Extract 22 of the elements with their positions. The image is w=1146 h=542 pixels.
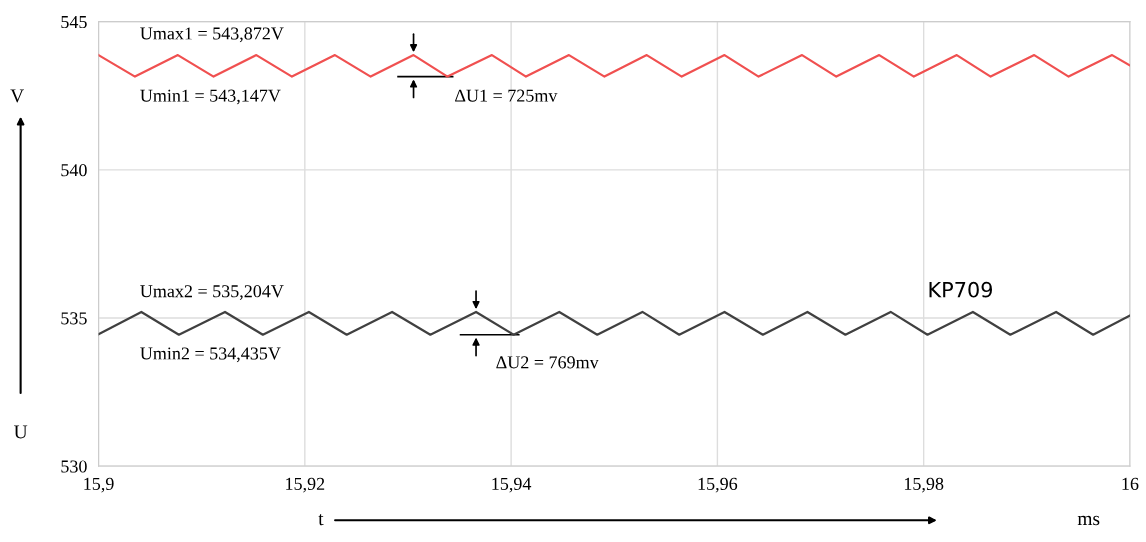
text: V xyxy=(10,89,24,103)
annotation: ΔU2 = 769mv xyxy=(496,356,599,369)
annotation: Umax1 = 543,872V xyxy=(140,27,284,43)
x-tick-label: 15,98 xyxy=(904,477,944,493)
line-series xyxy=(98,310,1130,336)
annotation: Umin1 = 543,147V xyxy=(140,89,281,105)
x-tick-label: 15,96 xyxy=(698,477,738,493)
x-tick-label: 16 xyxy=(1122,477,1139,490)
y-tick-label: 545 xyxy=(61,16,87,29)
annotation: Umin2 = 534,435V xyxy=(140,347,281,363)
x-tick-label: 15,92 xyxy=(286,477,325,493)
y-tick-label: 535 xyxy=(61,312,87,325)
x-tick-label: 15,9 xyxy=(84,477,114,493)
y-tick-label: 530 xyxy=(61,460,87,473)
y-axis-title: U xyxy=(14,425,28,439)
text: ms xyxy=(1077,515,1100,526)
annotation: ΔU1 = 725mv xyxy=(455,89,558,102)
x-tick-label: 15,94 xyxy=(492,477,532,493)
x-axis-title: t xyxy=(318,514,324,526)
annotation: Umax2 = 535,204V xyxy=(140,285,284,300)
series-label: KP709 xyxy=(929,281,993,298)
y-tick-label: 540 xyxy=(61,164,87,177)
